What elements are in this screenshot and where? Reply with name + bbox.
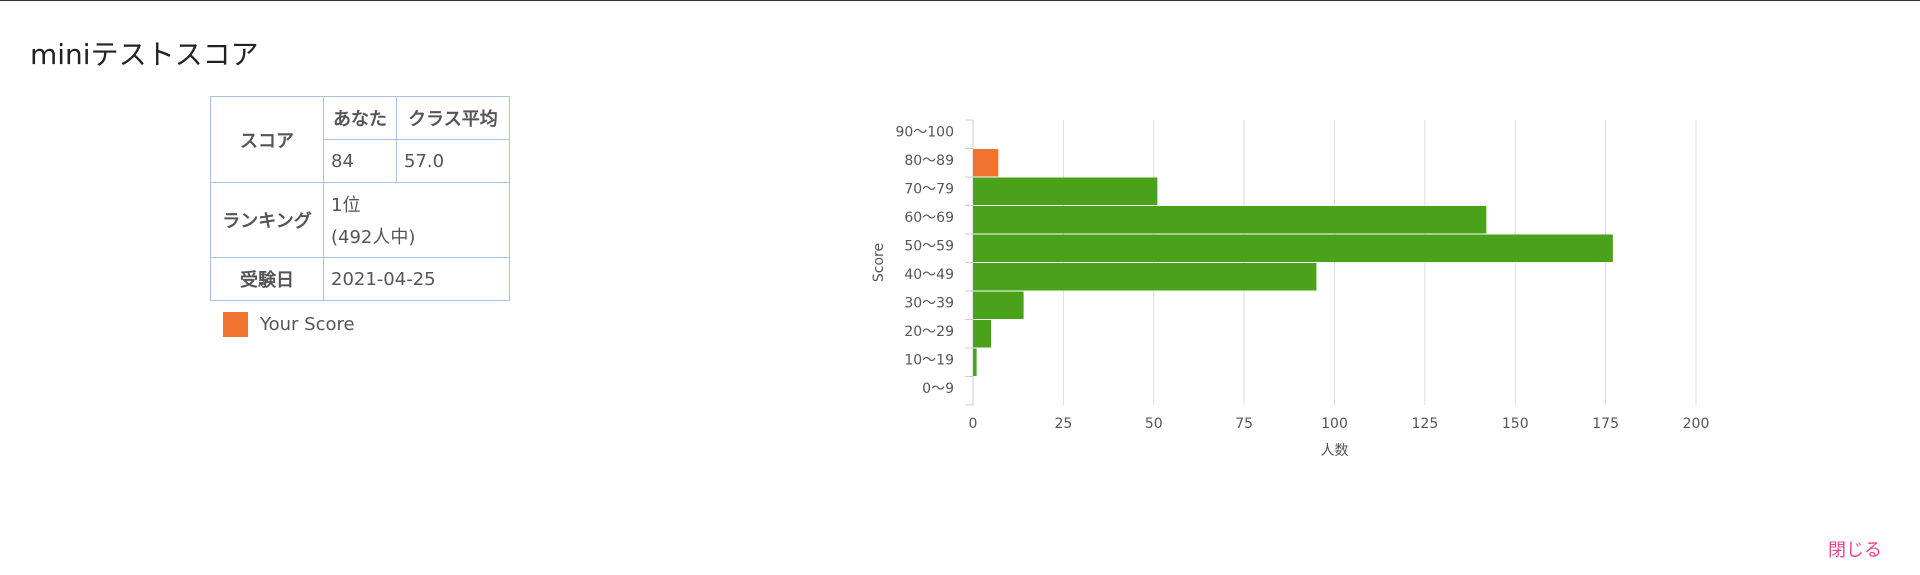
cell: 1位 (492人中) xyxy=(323,182,510,258)
y-tick-label: 90～100 xyxy=(895,124,954,140)
text: (492人中) xyxy=(331,227,416,248)
x-tick-label: 150 xyxy=(1502,416,1529,432)
y-axis-label: Score xyxy=(871,243,887,282)
cell: 57.0 xyxy=(396,139,510,183)
y-tick-label: 30～39 xyxy=(904,295,954,311)
x-tick-label: 25 xyxy=(1054,416,1072,432)
x-tick-label: 0 xyxy=(969,416,978,432)
score-table: スコア あなた クラス平均 84 57.0 ランキング 1位 (492人中) 受験… xyxy=(210,96,510,301)
x-tick-label: 125 xyxy=(1412,416,1439,432)
x-tick-label: 75 xyxy=(1235,416,1253,432)
bar xyxy=(973,348,977,376)
close-button[interactable]: 閉じる xyxy=(1828,540,1882,561)
cell: ランキング xyxy=(210,182,324,258)
x-tick-label: 50 xyxy=(1145,416,1163,432)
title: miniテストスコア xyxy=(30,38,259,71)
cell: 受験日 xyxy=(210,257,324,301)
x-tick-label: 175 xyxy=(1592,416,1619,432)
y-tick-label: 40～49 xyxy=(904,267,954,283)
bar xyxy=(973,291,1024,319)
bar xyxy=(973,234,1613,262)
y-tick-label: 60～69 xyxy=(904,210,954,226)
bar xyxy=(973,263,1317,291)
cell: クラス平均 xyxy=(396,96,510,140)
cell: あなた xyxy=(323,96,397,140)
y-tick-label: 10～19 xyxy=(904,352,954,368)
cell: スコア xyxy=(210,96,324,183)
cell: 2021-04-25 xyxy=(323,257,510,301)
legend: Your Score xyxy=(223,312,355,337)
bar xyxy=(973,177,1158,205)
y-tick-label: 50～59 xyxy=(904,238,954,254)
y-tick-label: 70～79 xyxy=(904,181,954,197)
text: 1位 xyxy=(331,195,361,216)
y-tick-label: 20～29 xyxy=(904,324,954,340)
y-tick-label: 0～9 xyxy=(922,381,954,397)
x-tick-label: 100 xyxy=(1321,416,1348,432)
legend-label: Your Score xyxy=(260,314,355,335)
x-axis-label: 人数 xyxy=(1321,443,1349,459)
bar xyxy=(973,149,999,177)
y-tick-label: 80～89 xyxy=(904,153,954,169)
bar xyxy=(973,206,1487,234)
legend-swatch xyxy=(223,312,248,337)
x-tick-label: 200 xyxy=(1683,416,1710,432)
bar xyxy=(973,320,992,348)
